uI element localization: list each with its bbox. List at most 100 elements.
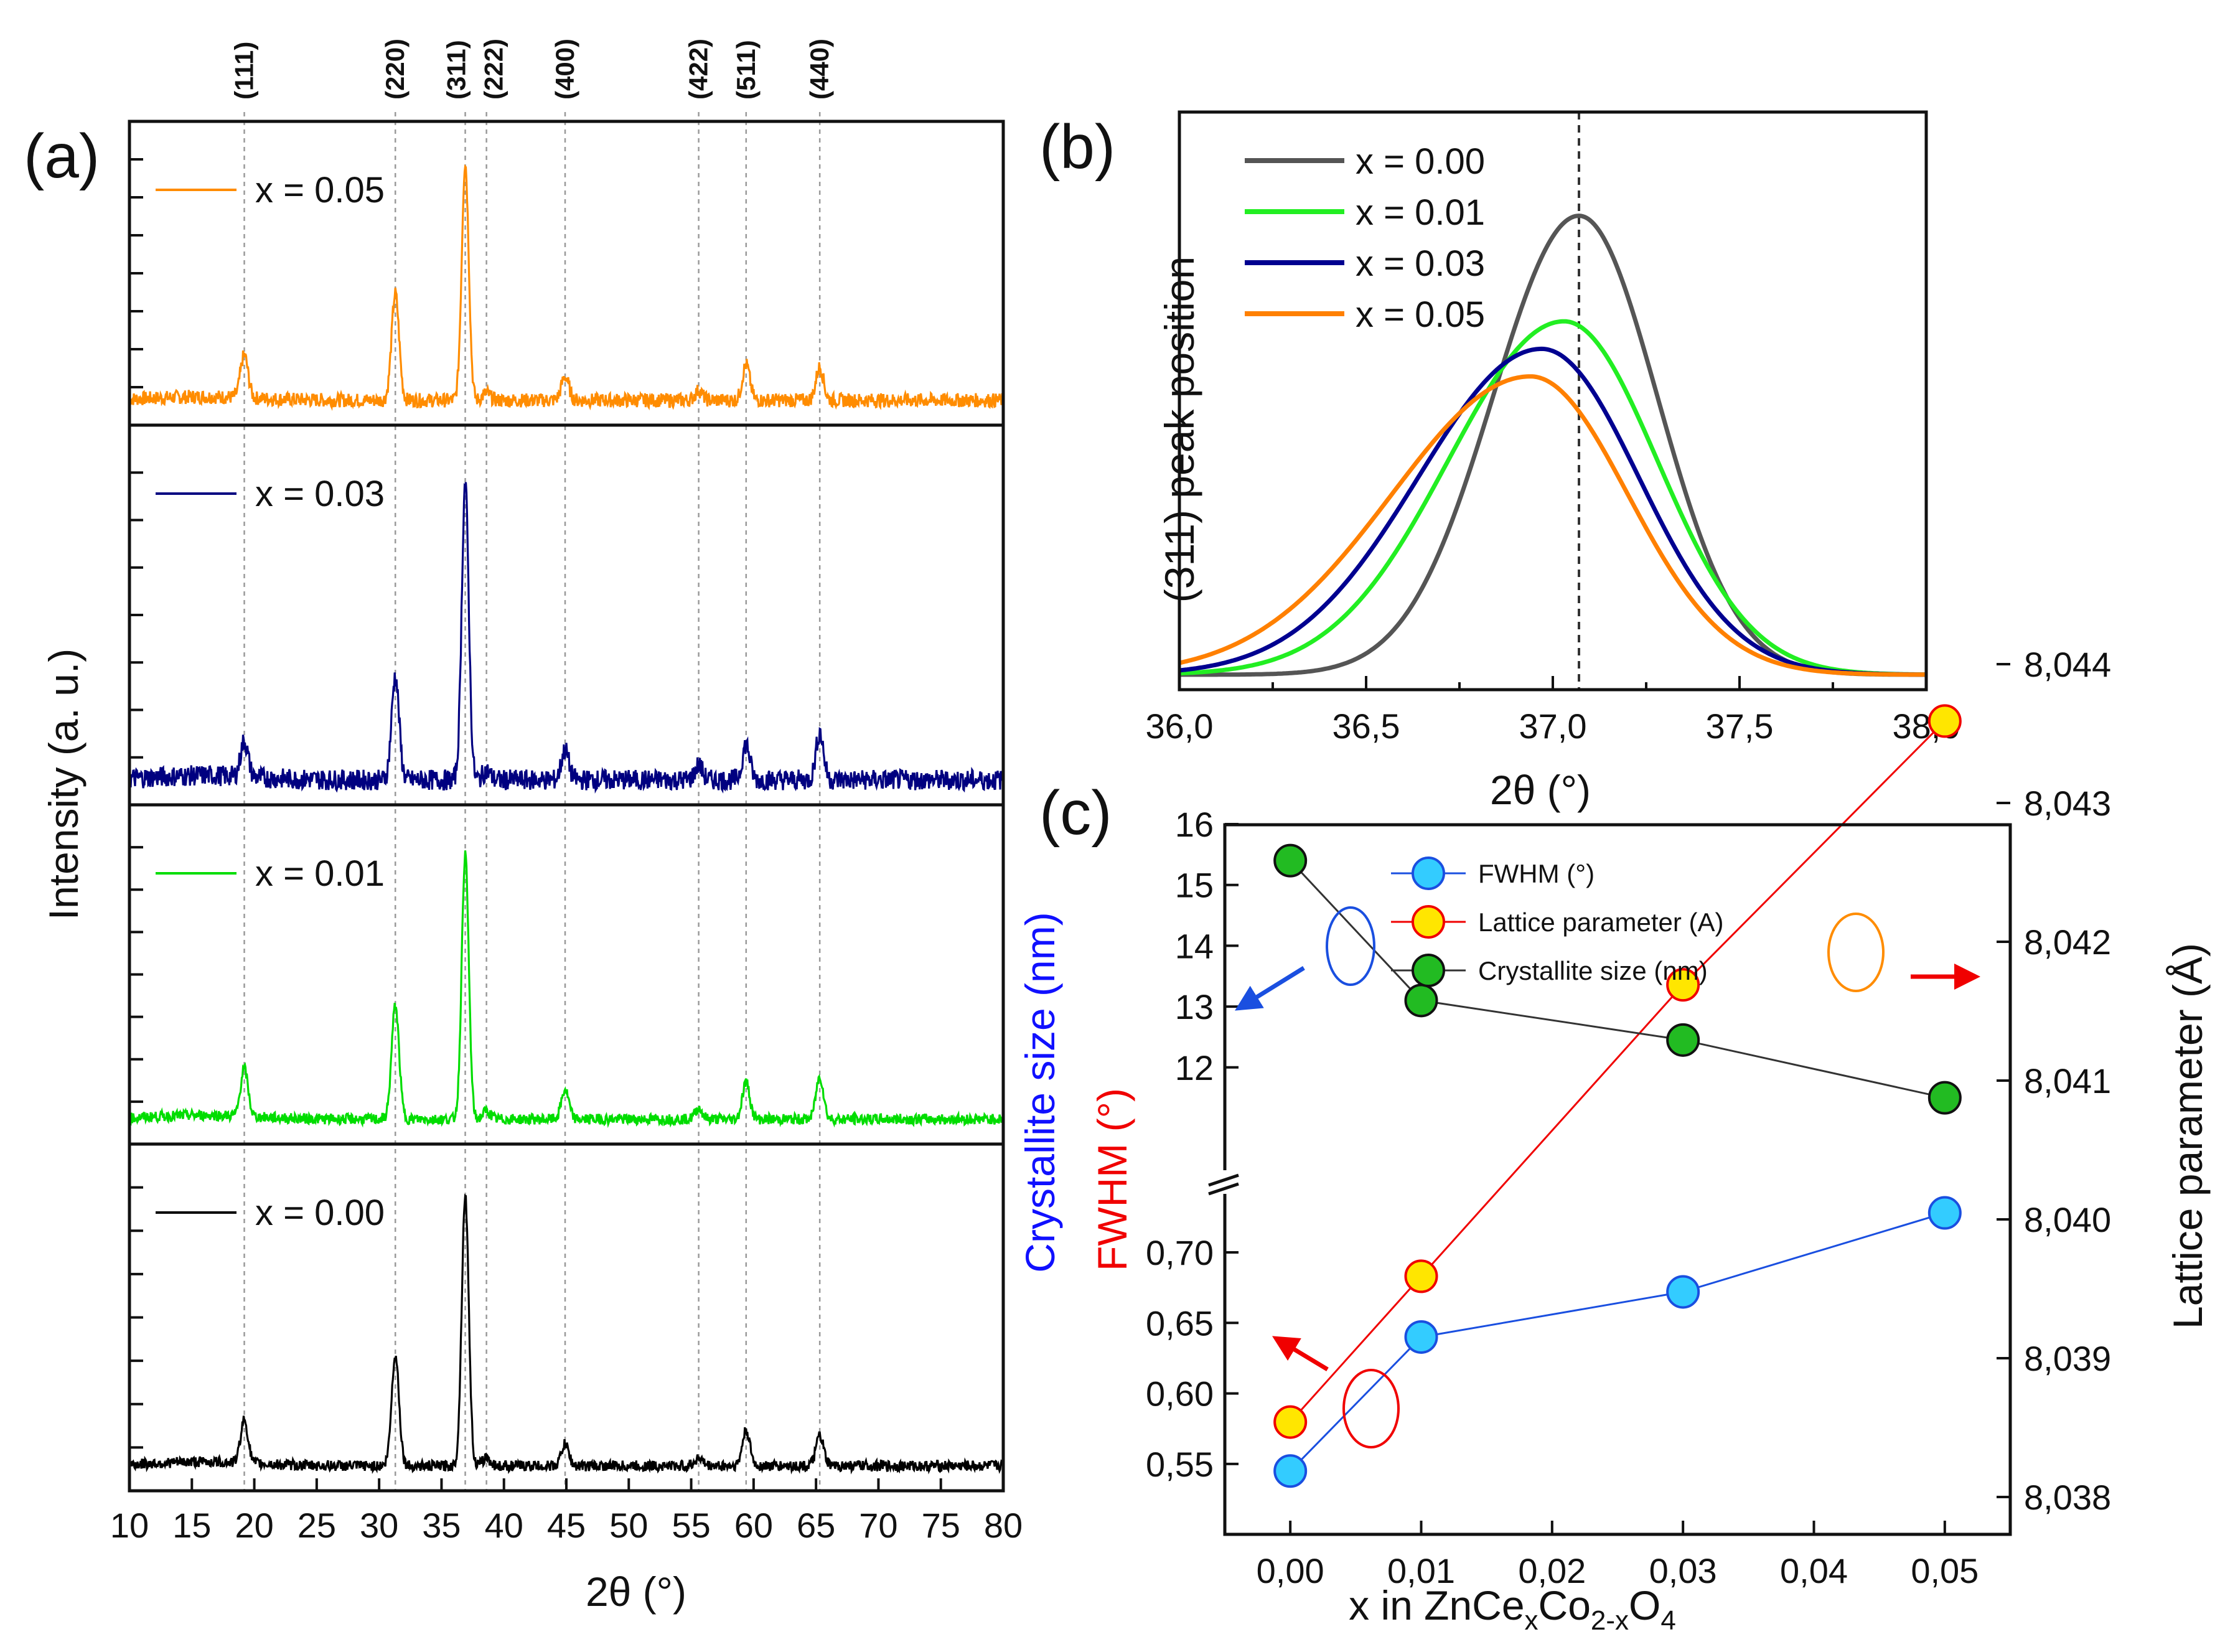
y-tick-label: 8,039 (2024, 1339, 2111, 1378)
x-ticks: 10 15 20 25 30 35 40 45 50 55 60 65 70 75 80 (110, 1478, 1023, 1545)
legend-label: x = 0.01 (1356, 192, 1485, 233)
x-tick-label: 10 (110, 1506, 149, 1545)
x-tick-label: 36,0 (1146, 706, 1214, 746)
data-point (1927, 1081, 1962, 1115)
data-point (1404, 1259, 1438, 1293)
legend-label: FWHM (°) (1478, 859, 1595, 888)
x-tick-label: 75 (922, 1506, 960, 1545)
series-markers (1273, 704, 1962, 1488)
x-tick-label: 0,05 (1911, 1551, 1979, 1590)
data-point (1927, 1196, 1962, 1230)
legend-label: x = 0.03 (255, 474, 385, 514)
series-line (1290, 720, 1946, 1423)
x-tick-label: 15 (172, 1506, 211, 1545)
legend-label: Crystallite size (nm) (1478, 956, 1708, 985)
data-point (1666, 968, 1700, 1002)
lattice-parameter-ellipse (1827, 913, 1885, 992)
x-tick-label: 0,03 (1649, 1551, 1717, 1590)
data-point (1273, 1454, 1308, 1488)
data-point (1404, 983, 1438, 1018)
legend-swatch-marker (1412, 857, 1445, 890)
reflection-label: (440) (805, 39, 834, 100)
xrd-pattern-line (128, 850, 1005, 1129)
legend-swatch-marker (1412, 954, 1445, 987)
data-point (1927, 704, 1962, 738)
x-axis-title: x in ZnCexCo2-xO4 (1349, 1582, 1676, 1636)
x-tick-label: 37,5 (1706, 706, 1774, 746)
legend-label: x = 0.00 (255, 1193, 385, 1233)
y-axis-title: (311) peak position (1156, 256, 1202, 603)
x-tick-label: 40 (485, 1506, 523, 1545)
y-axis-title: Intensity (a. u.) (40, 649, 87, 921)
y-tick-label: 8,040 (2024, 1200, 2111, 1239)
left-y-ticks: 12 13 14 15 16 0,55 0,60 0,65 0,70 (1146, 805, 1239, 1484)
axis-break (1208, 1170, 1239, 1196)
xrd-pattern-line (128, 164, 1005, 411)
x-axis-title: 2θ (°) (586, 1569, 686, 1615)
y-tick-label: 12 (1175, 1048, 1214, 1087)
xrd-pattern-line (128, 1193, 1004, 1475)
y-tick-label: 0,60 (1146, 1374, 1214, 1414)
x-tick-label: 20 (235, 1506, 273, 1545)
y-tick-label: 8,038 (2024, 1478, 2111, 1517)
panel-b: (b) 36,0 36,5 37,0 37,5 38,0 x = 0.00x = 0.0… (1039, 110, 1960, 813)
peak-profiles (1179, 214, 1927, 677)
panel-c-label: (c) (1039, 778, 1112, 848)
reflection-label: (220) (380, 39, 410, 100)
legend-label: x = 0.00 (1356, 141, 1485, 182)
reflection-label: (311) (442, 40, 471, 100)
x-tick-label: 45 (547, 1506, 586, 1545)
legend-label: x = 0.03 (1356, 243, 1485, 284)
data-point (1273, 843, 1308, 878)
data-point (1273, 1405, 1308, 1439)
left-axis-arrow-blue (1235, 966, 1305, 1011)
y-tick-label: 0,65 (1146, 1303, 1214, 1343)
data-point (1666, 1275, 1700, 1309)
x-tick-label: 65 (797, 1506, 835, 1545)
y-tick-label: 8,043 (2024, 784, 2111, 823)
x-tick-label: 80 (984, 1506, 1023, 1545)
left-y-axis-title-fwhm: FWHM (°) (1089, 1088, 1135, 1271)
plot-frame (1178, 110, 1928, 692)
peak-profile-line (1179, 319, 1927, 677)
right-y-axis-title: Lattice parameter (Å) (2165, 943, 2211, 1329)
legend-label: x = 0.05 (255, 170, 385, 210)
x-tick-label: 50 (609, 1506, 648, 1545)
y-ticks (129, 158, 143, 1449)
legend-label: x = 0.05 (1356, 294, 1485, 335)
series-lines (1290, 720, 1946, 1472)
legend-label: x = 0.01 (255, 853, 385, 894)
legend-entries: x = 0.05 x = 0.03 x = 0.01 x = 0.00 (156, 170, 385, 1233)
x-tick-label: 30 (360, 1506, 398, 1545)
panel-c: (c) 0,00 0,01 0,02 0,03 0,04 0,05 12 13 14 15 16 0… (1017, 645, 2211, 1636)
legend: x = 0.00 x = 0.01 x = 0.03 x = 0.05 (1245, 141, 1485, 335)
reflection-label: (111) (230, 42, 259, 100)
panel-a-label: (a) (24, 121, 100, 191)
reflection-label: (511) (731, 40, 761, 100)
y-tick-label: 16 (1175, 805, 1214, 844)
y-tick-label: 8,044 (2024, 645, 2111, 684)
reflection-label: (422) (684, 39, 713, 100)
series-line (1290, 1212, 1946, 1472)
x-tick-label: 55 (672, 1506, 710, 1545)
reflection-label: (400) (550, 39, 579, 100)
y-tick-label: 0,70 (1146, 1233, 1214, 1272)
reflection-label: (222) (479, 39, 508, 100)
panel-a: (a) (111) (220) (311) (222) (400) (422) (511)(… (24, 39, 1023, 1615)
x-tick-label: 0,00 (1257, 1551, 1324, 1590)
x-tick-label: 37,0 (1519, 706, 1587, 746)
x-axis-title: 2θ (°) (1490, 767, 1591, 813)
peak-profile-line (1179, 374, 1926, 677)
reflection-labels: (111) (220) (311) (222) (400) (422) (511) (440) (230, 39, 835, 100)
reflection-lines (243, 112, 821, 1491)
xrd-patterns (128, 164, 1005, 1475)
x-ticks: 0,00 0,01 0,02 0,03 0,04 0,05 (1257, 1521, 1979, 1590)
xrd-pattern-line (128, 482, 1005, 794)
y-tick-label: 8,042 (2024, 922, 2111, 962)
x-tick-label: 0,01 (1387, 1551, 1455, 1590)
peak-profile-line (1179, 346, 1927, 677)
subplot-frames (128, 120, 1005, 1493)
series-line (1290, 860, 1946, 1099)
data-point (1666, 1023, 1700, 1057)
